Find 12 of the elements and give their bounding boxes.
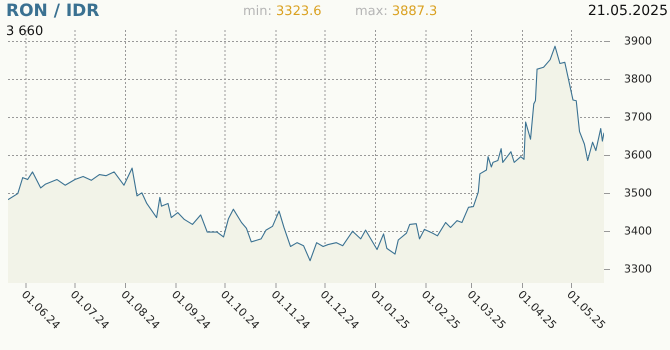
text: min: 3323.6 bbox=[243, 4, 322, 19]
chart-title: RON / IDR bbox=[6, 1, 100, 21]
annotation: 3 660 bbox=[6, 24, 44, 39]
text: max: 3887.3 bbox=[355, 4, 438, 19]
text: 21.05.2025 bbox=[588, 3, 668, 19]
y-tick-label: 3700 bbox=[624, 110, 652, 124]
y-tick-label: 3300 bbox=[624, 262, 652, 276]
y-tick-label: 3500 bbox=[624, 186, 652, 200]
y-tick-label: 3800 bbox=[624, 72, 652, 86]
y-tick-label: 3600 bbox=[624, 148, 652, 162]
y-tick-label: 3400 bbox=[624, 224, 652, 238]
y-tick-label: 3900 bbox=[624, 34, 652, 48]
